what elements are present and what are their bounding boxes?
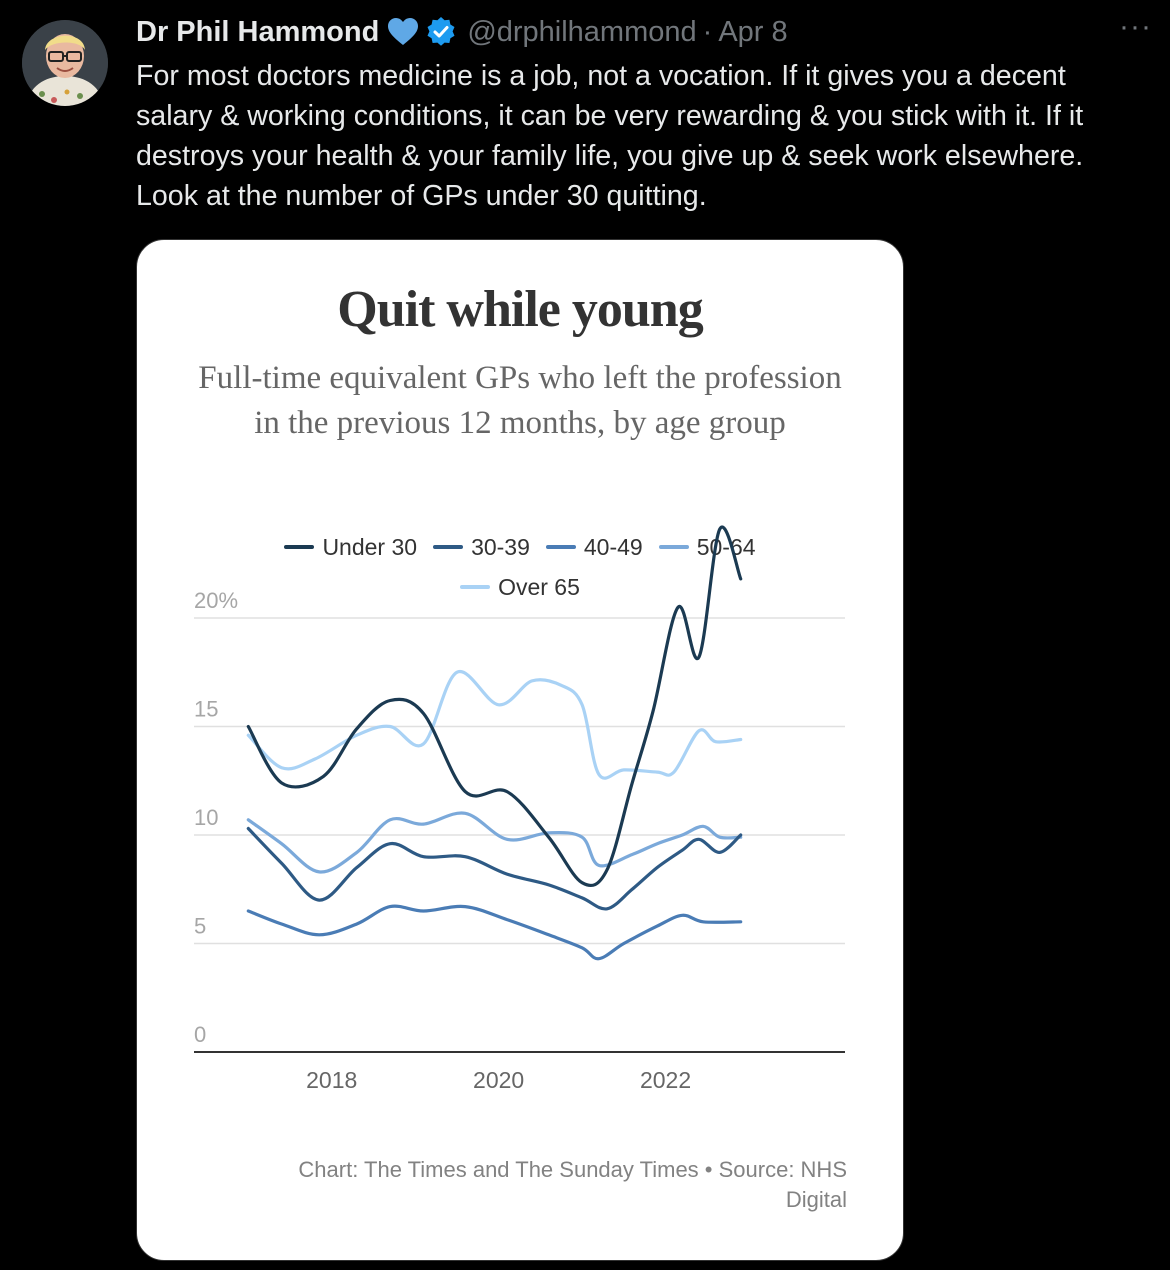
legend-label: Under 30 <box>322 533 418 560</box>
legend-item: 50-64 <box>658 530 756 564</box>
series-line-under-30 <box>246 525 743 888</box>
legend-swatch <box>433 545 464 549</box>
y-tick-label: 15 <box>194 697 218 722</box>
post-date[interactable]: Apr 8 <box>718 15 788 48</box>
legend-label: Over 65 <box>498 573 580 600</box>
x-tick-label: 2020 <box>473 1067 524 1093</box>
y-tick-label: 0 <box>194 1022 206 1047</box>
legend-swatch <box>545 545 576 549</box>
chart-subtitle: Full-time equivalent GPs who left the pr… <box>198 360 842 441</box>
x-tick-label: 2018 <box>306 1067 357 1093</box>
post-header: Dr Phil Hammond @drphilhammond · Apr 8 <box>136 12 788 52</box>
legend-swatch <box>460 585 491 589</box>
series-line-30-39 <box>246 826 743 911</box>
more-options-icon[interactable]: ··· <box>1119 10 1152 43</box>
verified-badge-icon[interactable] <box>425 16 457 48</box>
author-handle[interactable]: @drphilhammond <box>467 15 697 48</box>
series-line-over-65 <box>246 670 743 780</box>
line-chart: 0 5 10 15 20% 2018 2020 2022 <box>194 525 845 1093</box>
y-tick-label: 5 <box>194 914 206 939</box>
legend-swatch <box>284 545 315 549</box>
legend-label: 30-39 <box>471 533 530 560</box>
series-line-50-64 <box>246 811 743 874</box>
legend-item: 30-39 <box>433 530 530 564</box>
author-name[interactable]: Dr Phil Hammond <box>136 15 380 48</box>
legend-item: Under 30 <box>284 530 417 564</box>
blue-heart-icon <box>387 17 419 47</box>
legend-item: Over 65 <box>460 570 580 604</box>
chart-legend: Under 30 30-39 40-49 50-64 Over 65 <box>217 530 823 604</box>
legend-label: 50-64 <box>696 533 756 560</box>
chart-source: Chart: The Times and The Sunday Times • … <box>298 1157 847 1212</box>
legend-swatch <box>658 545 689 549</box>
legend-label: 40-49 <box>583 533 643 560</box>
chart-title: Quit while young <box>337 281 703 338</box>
post-text: For most doctors medicine is a job, not … <box>136 60 1084 212</box>
avatar[interactable] <box>22 20 108 106</box>
chart-image-card[interactable]: Quit while young Full-time equivalent GP… <box>136 239 904 1261</box>
series-line-40-49 <box>246 904 743 961</box>
header-separator: · <box>702 15 713 48</box>
legend-item: 40-49 <box>545 530 643 564</box>
y-tick-label: 10 <box>194 805 218 830</box>
x-tick-label: 2022 <box>640 1067 691 1093</box>
y-tick-label: 20% <box>194 588 238 613</box>
avatar-portrait-icon <box>22 20 108 106</box>
